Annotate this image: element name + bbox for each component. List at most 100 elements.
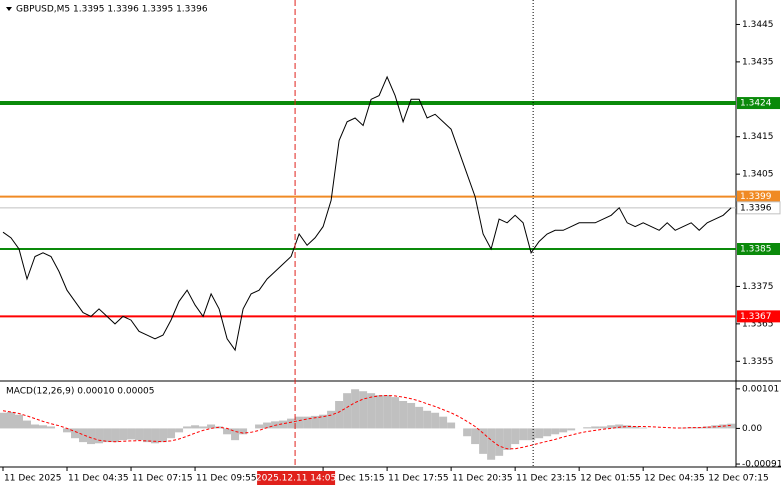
x-tick-label: 12 Dec 07:15	[708, 474, 769, 484]
histogram-bar	[239, 428, 248, 435]
histogram-bar	[375, 395, 384, 429]
price-line	[2, 75, 732, 352]
histogram-bar	[263, 422, 272, 429]
histogram-bar	[431, 412, 440, 429]
x-tick-label: 11 Dec 04:35	[68, 474, 129, 484]
histogram-bar	[391, 397, 400, 429]
x-tick-label: 11 Dec 20:35	[452, 474, 513, 484]
histogram-bar	[15, 414, 24, 429]
histogram-bar	[583, 427, 592, 429]
y-tick-label: 1.3375	[742, 282, 774, 292]
histogram-bar	[23, 420, 32, 429]
symbol-menu-icon	[6, 7, 12, 11]
histogram-bar	[383, 395, 392, 429]
x-tick-label: 11 Dec 17:55	[388, 474, 449, 484]
y-tick-label: 0.00101	[742, 384, 779, 394]
x-tick-label: 11 Dec 09:55	[196, 474, 257, 484]
histogram-bar	[327, 410, 336, 429]
last-price-label: 1.3396	[740, 203, 772, 213]
level-label-box	[737, 243, 780, 256]
level-label: 1.3424	[740, 99, 772, 109]
histogram-bar	[7, 411, 16, 429]
histogram-bar	[479, 428, 488, 454]
chart-title: GBPUSD,M5 1.3395 1.3396 1.3395 1.3396	[16, 5, 208, 15]
level-label-box	[737, 190, 780, 203]
histogram-bar	[95, 428, 104, 444]
histogram-bar	[0, 412, 7, 429]
y-tick-label: 0.00	[742, 424, 762, 434]
last-price-box	[736, 201, 781, 215]
histogram-bar	[639, 427, 648, 429]
histogram-bar	[351, 389, 360, 429]
histogram-bar	[135, 428, 144, 441]
histogram-bar	[495, 428, 504, 456]
histogram-bar	[287, 418, 296, 429]
histogram-bar	[511, 428, 520, 445]
histogram-bar	[567, 428, 576, 431]
histogram-bar	[503, 428, 512, 450]
histogram-bar	[535, 428, 544, 439]
signal-line	[2, 394, 732, 450]
histogram-bar	[615, 424, 624, 429]
histogram-bar	[71, 428, 80, 439]
x-tick-label: 11 Dec 15:15	[324, 474, 385, 484]
histogram-bar	[607, 425, 616, 429]
histogram-bar	[255, 424, 264, 429]
y-tick-label: 1.3365	[742, 319, 774, 329]
x-tick-label: 11 Dec 2025	[4, 474, 62, 484]
histogram-bar	[295, 416, 304, 429]
histogram-bar	[343, 393, 352, 429]
y-tick-label: 1.3445	[742, 20, 774, 30]
histogram-bar	[623, 425, 632, 429]
histogram-bar	[63, 428, 72, 433]
histogram-bar	[439, 416, 448, 429]
histogram-bar	[487, 428, 496, 460]
histogram-bar	[279, 420, 288, 429]
histogram-bar	[31, 424, 40, 429]
level-label-box	[737, 97, 780, 110]
histogram-bar	[631, 426, 640, 429]
crosshair-label-box	[257, 471, 336, 485]
y-tick-label: 1.3355	[742, 357, 774, 367]
histogram-bar	[599, 426, 608, 429]
histogram-bar	[167, 428, 176, 439]
level-label-box	[737, 310, 780, 323]
histogram-bar	[399, 401, 408, 429]
histogram-bar	[591, 426, 600, 429]
x-tick-label: 12 Dec 04:35	[644, 474, 705, 484]
histogram-bar	[79, 428, 88, 443]
histogram-bar	[111, 428, 120, 443]
y-tick-label: -0.00091	[742, 460, 781, 470]
x-tick-label: 12 Dec 01:55	[580, 474, 641, 484]
histogram-bar	[183, 426, 192, 429]
histogram-bar	[519, 428, 528, 441]
histogram-bar	[87, 428, 96, 445]
histogram-bar	[231, 428, 240, 441]
histogram-bar	[159, 428, 168, 443]
histogram-bar	[199, 426, 208, 429]
histogram-bar	[175, 428, 184, 433]
histogram-bar	[551, 428, 560, 435]
histogram-bar	[103, 428, 112, 443]
histogram-bar	[39, 425, 48, 429]
histogram-bar	[223, 428, 232, 435]
histogram-bar	[463, 428, 472, 437]
level-label: 1.3385	[740, 245, 772, 255]
histogram-bar	[319, 414, 328, 429]
histogram-bar	[703, 426, 712, 429]
histogram-bar	[335, 401, 344, 429]
indicator-title: MACD(12,26,9) 0.00010 0.00005	[6, 387, 155, 397]
histogram-bar	[127, 428, 136, 440]
level-label: 1.3399	[740, 192, 772, 202]
histogram-bar	[207, 424, 216, 429]
histogram-bar	[407, 402, 416, 429]
histogram-bar	[423, 410, 432, 429]
histogram-bar	[559, 428, 568, 433]
histogram-bar	[151, 428, 160, 444]
histogram-bar	[359, 391, 368, 429]
x-tick-label: 11 Dec 23:15	[516, 474, 577, 484]
y-tick-label: 1.3405	[742, 170, 774, 180]
histogram-bar	[367, 393, 376, 429]
